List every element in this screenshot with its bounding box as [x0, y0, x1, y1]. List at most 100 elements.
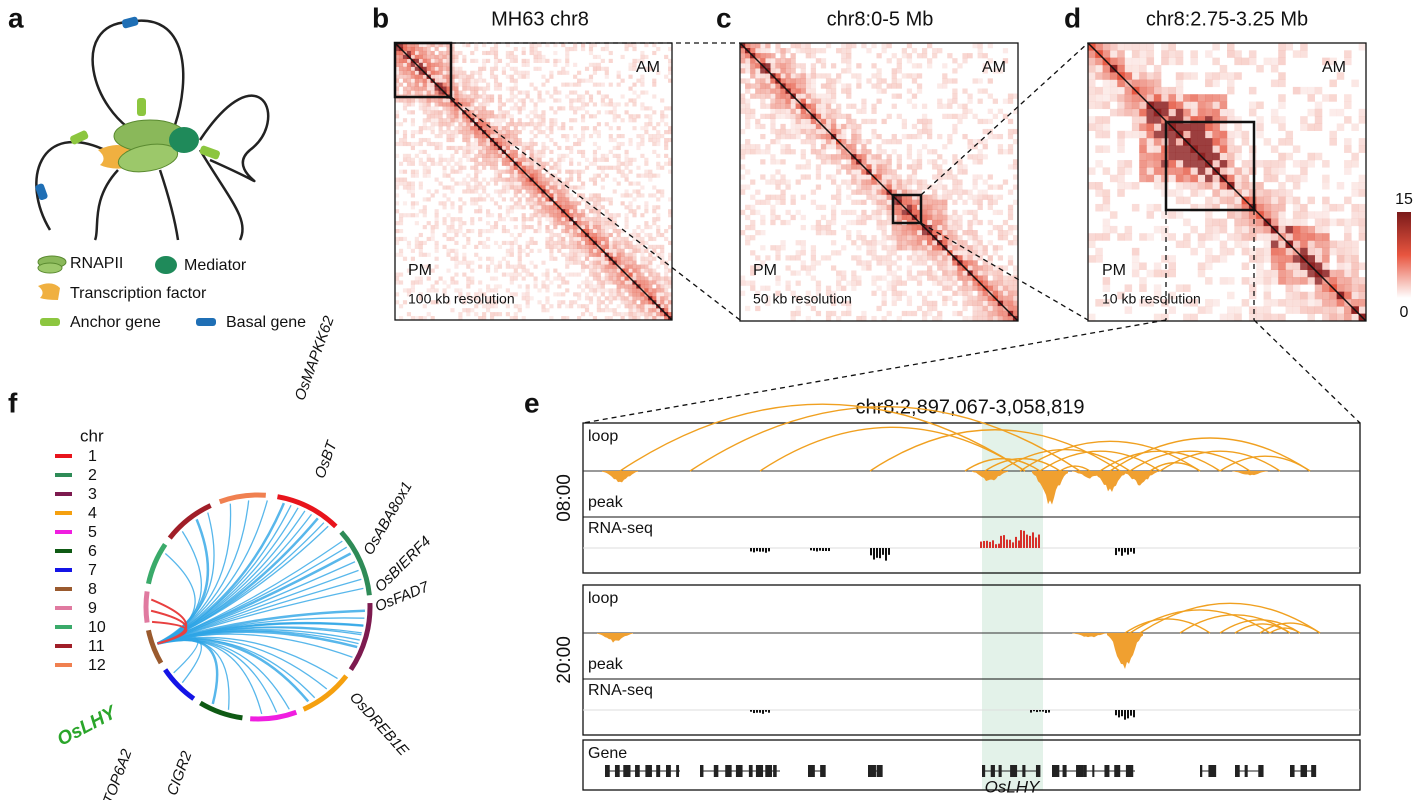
heatmap-cell: [569, 197, 573, 201]
heatmap-cell: [887, 169, 892, 174]
heatmap-cell: [1271, 219, 1279, 227]
heatmap-cell: [765, 114, 770, 119]
heatmap-cell: [882, 119, 887, 124]
heatmap-cell: [1088, 123, 1096, 131]
heatmap-cell: [605, 233, 609, 237]
heatmap-cell: [816, 154, 821, 159]
heatmap-cell: [494, 221, 498, 225]
heatmap-cell: [892, 134, 897, 139]
heatmap-cell: [841, 134, 846, 139]
heatmap-cell: [1168, 175, 1176, 183]
heatmap-cell: [1286, 277, 1294, 285]
heatmap-cell: [415, 154, 419, 158]
heatmap-cell: [1095, 145, 1103, 153]
heatmap-cell: [750, 210, 755, 215]
heatmap-cell: [1351, 219, 1359, 227]
heatmap-cell: [526, 225, 530, 229]
heatmap-cell: [648, 106, 652, 110]
heatmap-cell: [750, 58, 755, 63]
heatmap-cell: [581, 280, 585, 284]
heatmap-cell: [755, 94, 760, 99]
heatmap-cell: [978, 245, 983, 250]
heatmap-cell: [1008, 144, 1013, 149]
heatmap-cell: [952, 225, 957, 230]
heatmap-cell: [644, 284, 648, 288]
heatmap-cell: [998, 109, 1003, 114]
heatmap-cell: [902, 53, 907, 58]
heatmap-cell: [494, 158, 498, 162]
heatmap-cell: [399, 178, 403, 182]
heatmap-cell: [927, 245, 932, 250]
heatmap-cell: [993, 306, 998, 311]
heatmap-cell: [431, 90, 435, 94]
heatmap-cell: [1242, 219, 1250, 227]
heatmap-cell: [431, 59, 435, 63]
heatmap-cell: [821, 129, 826, 134]
heatmap-cell: [967, 139, 972, 144]
panel-title: chr8:0-5 Mb: [827, 8, 934, 30]
heatmap-cell: [625, 257, 629, 261]
heatmap-cell: [861, 174, 866, 179]
heatmap-cell: [765, 73, 770, 78]
heatmap-cell: [760, 88, 765, 93]
heatmap-cell: [593, 142, 597, 146]
heatmap-cell: [470, 269, 474, 273]
heatmap-cell: [785, 83, 790, 88]
heatmap-cell: [876, 286, 881, 291]
heatmap-cell: [1249, 197, 1257, 205]
heatmap-cell: [435, 241, 439, 245]
heatmap-cell: [593, 288, 597, 292]
heatmap-cell: [861, 109, 866, 114]
heatmap-cell: [740, 276, 745, 281]
heatmap-cell: [1198, 94, 1206, 102]
heatmap-cell: [892, 250, 897, 255]
heatmap-cell: [625, 288, 629, 292]
heatmap-cell: [791, 88, 796, 93]
heatmap-cell: [613, 288, 617, 292]
heatmap-cell: [998, 296, 1003, 301]
heatmap-cell: [851, 240, 856, 245]
heatmap-cell: [660, 280, 664, 284]
heatmap-cell: [621, 296, 625, 300]
heatmap-cell: [897, 179, 902, 184]
heatmap-cell: [871, 134, 876, 139]
heatmap-cell: [831, 250, 836, 255]
heatmap-cell: [922, 104, 927, 109]
heatmap-cell: [557, 213, 561, 217]
heatmap-cell: [530, 217, 534, 221]
heatmap-cell: [439, 55, 443, 59]
heatmap-cell: [1205, 102, 1213, 110]
heatmap-cell: [553, 189, 557, 193]
heatmap-cell: [978, 301, 983, 306]
heatmap-cell: [490, 225, 494, 229]
heatmap-cell: [549, 118, 553, 122]
heatmap-cell: [806, 78, 811, 83]
heatmap-cell: [442, 67, 446, 71]
heatmap-cell: [988, 240, 993, 245]
heatmap-cell: [907, 73, 912, 78]
heatmap-cell: [1359, 43, 1367, 51]
heatmap-cell: [811, 48, 816, 53]
heatmap-cell: [917, 270, 922, 275]
heatmap-cell: [498, 217, 502, 221]
heatmap-cell: [439, 134, 443, 138]
heatmap-cell: [1293, 182, 1301, 190]
heatmap-cell: [1234, 50, 1242, 58]
heatmap-cell: [411, 257, 415, 261]
heatmap-cell: [585, 197, 589, 201]
heatmap-cell: [640, 126, 644, 130]
heatmap-cell: [403, 63, 407, 67]
heatmap-cell: [871, 185, 876, 190]
heatmap-cell: [836, 149, 841, 154]
heatmap-cell: [1147, 116, 1155, 124]
heatmap-cell: [561, 241, 565, 245]
heatmap-cell: [1307, 94, 1315, 102]
heatmap-cell: [765, 78, 770, 83]
heatmap-cell: [656, 229, 660, 233]
heatmap-cell: [1198, 182, 1206, 190]
heatmap-cell: [973, 270, 978, 275]
heatmap-cell: [856, 109, 861, 114]
heatmap-cell: [765, 144, 770, 149]
heatmap-cell: [534, 47, 538, 51]
heatmap-cell: [636, 205, 640, 209]
